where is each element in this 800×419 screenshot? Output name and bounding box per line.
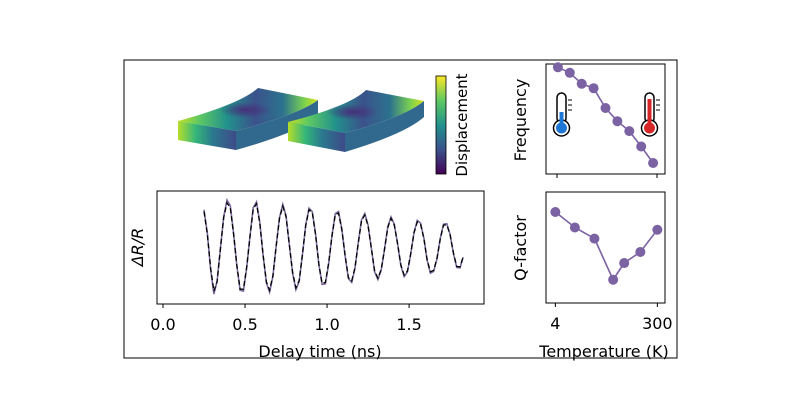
trace-x-tick-label: 0.0: [150, 315, 175, 334]
q-factor-x-label: Temperature (K): [538, 342, 668, 361]
q-factor-y-label: Q-factor: [511, 215, 530, 281]
trace-x-tick-label: 0.5: [232, 315, 257, 334]
colorbar: [435, 75, 447, 175]
outer-frame: [123, 59, 678, 359]
frequency-series-group: [552, 62, 659, 168]
trace-series-dashed: [203, 201, 464, 293]
q-factor-x-tick-label: 4: [550, 314, 560, 333]
trace-x-label: Delay time (ns): [258, 342, 381, 361]
colorbar-label: Displacement: [453, 73, 471, 176]
trace-x-tick-label: 1.5: [396, 315, 421, 334]
trace-plot-area: [156, 190, 485, 305]
frequency-point: [636, 141, 647, 152]
trace-chart: ΔR/R 0.0 0.5 1.0 1.5 Delay time (ns): [128, 190, 485, 361]
frequency-point: [624, 126, 635, 137]
trace-x-ticks: 0.0 0.5 1.0 1.5: [150, 304, 422, 334]
q-factor-chart: Q-factor 4 300 Temperature (K): [511, 191, 673, 361]
trace-y-label: ΔR/R: [128, 228, 147, 269]
trace-series-solid: [203, 197, 464, 296]
frequency-chart: Frequency: [511, 62, 666, 178]
trace-x-tick-label: 1.0: [314, 315, 339, 334]
q-factor-point: [652, 224, 663, 235]
q-factor-x-tick-label: 300: [642, 314, 673, 333]
q-factor-point: [550, 206, 561, 217]
frequency-plot-area: [545, 63, 666, 175]
q-factor-point: [619, 258, 630, 269]
frequency-point: [600, 103, 611, 113]
beam-rendering-left: [178, 88, 318, 150]
trace-series-group: [203, 197, 464, 296]
frequency-point: [564, 67, 575, 78]
q-factor-line: [554, 211, 659, 282]
q-factor-plot-area: [545, 191, 666, 304]
beam-rendering-right: [288, 90, 424, 152]
q-factor-series-group: [550, 206, 663, 285]
q-factor-point: [608, 274, 619, 285]
frequency-point: [576, 78, 587, 89]
frequency-point: [648, 158, 659, 168]
q-factor-point: [569, 222, 580, 233]
q-factor-point: [635, 246, 646, 257]
hot-thermometer-icon: [640, 92, 660, 137]
frequency-point: [612, 116, 623, 127]
frequency-y-label: Frequency: [511, 79, 530, 162]
cold-thermometer-icon: [552, 92, 572, 137]
q-factor-x-ticks: 4 300: [550, 303, 673, 333]
q-factor-point: [589, 233, 600, 244]
frequency-point: [552, 62, 563, 73]
frequency-point: [588, 83, 599, 94]
